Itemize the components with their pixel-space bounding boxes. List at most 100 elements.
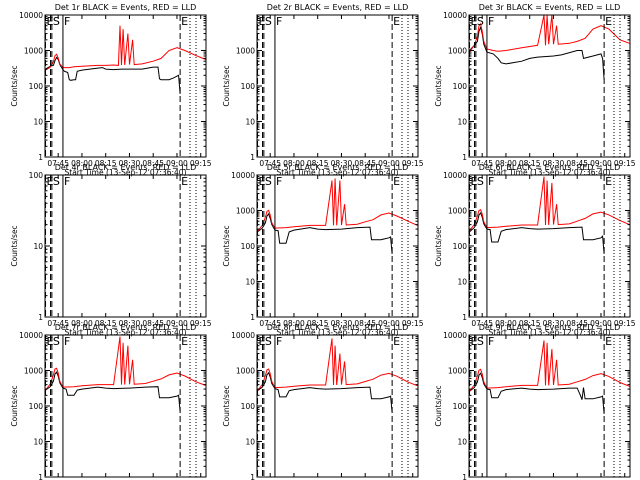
segment-marker-label: E (181, 335, 188, 348)
x-tick-label: 08:15 (95, 319, 117, 328)
segment-marker-label: E (471, 15, 478, 28)
plot-frame (256, 14, 419, 158)
plot-frame (468, 334, 631, 478)
y-tick-label: 100 (453, 82, 468, 91)
panel-title: Det 9r BLACK = Events, RED = LLD (479, 323, 621, 332)
y-tick-label: 10000 (443, 171, 467, 180)
y-tick-label: 10 (33, 438, 43, 447)
x-tick-label: 09:15 (190, 319, 212, 328)
y-tick-label: 1 (462, 153, 467, 162)
x-axis-label: Start Time (13-Sep-12 07:36:40) (489, 328, 611, 337)
series-group (257, 178, 418, 254)
panel-title: Det 7r BLACK = Events, RED = LLD (55, 323, 197, 332)
x-tick-label: 09:15 (402, 159, 424, 168)
segment-marker-label: F (64, 175, 70, 188)
series-group (469, 340, 630, 414)
y-tick-label: 100 (241, 242, 256, 251)
y-tick-label: 10000 (443, 331, 467, 340)
y-tick-label: 10 (33, 118, 43, 127)
x-tick-label: 08:15 (95, 159, 117, 168)
segment-marker-label: E (471, 335, 478, 348)
x-tick-label: 09:00 (378, 319, 400, 328)
x-tick-label: 09:00 (378, 159, 400, 168)
y-tick-label: 10 (457, 278, 467, 287)
x-tick-label: 07:45 (47, 159, 69, 168)
panel-title: Det 2r BLACK = Events, RED = LLD (267, 3, 409, 12)
segment-marker-label: S (53, 335, 60, 348)
series-line-lld-red (45, 25, 206, 71)
series-group (257, 338, 418, 413)
segment-marker-label: E (393, 15, 400, 28)
series-line-lld-red (469, 176, 630, 232)
series-line-lld-red (469, 15, 630, 53)
x-tick-label: 08:15 (307, 159, 329, 168)
x-tick-label: 09:00 (590, 159, 612, 168)
segment-marker-label: S (477, 15, 484, 28)
y-axis-label: Counts/sec (10, 385, 19, 426)
segment-marker-label: E (259, 15, 266, 28)
x-axis-label: Start Time (13-Sep-12 07:36:40) (277, 328, 399, 337)
series-line-lld-red (257, 178, 418, 232)
y-tick-label: 100 (453, 402, 468, 411)
x-tick-label: 07:45 (47, 319, 69, 328)
y-tick-label: 1000 (236, 367, 255, 376)
x-tick-label: 08:30 (119, 319, 141, 328)
y-tick-label: 10 (245, 118, 255, 127)
y-tick-label: 100 (453, 242, 468, 251)
x-tick-label: 08:45 (142, 319, 164, 328)
x-tick-label: 08:45 (566, 319, 588, 328)
segment-marker-label: F (276, 335, 282, 348)
x-tick-label: 09:15 (190, 159, 212, 168)
y-tick-label: 100 (29, 82, 44, 91)
segment-marker-label: E (605, 335, 612, 348)
y-tick-label: 1000 (236, 207, 255, 216)
plot-frame (468, 174, 631, 318)
x-tick-label: 08:00 (495, 159, 517, 168)
plot-frame (44, 14, 207, 158)
x-tick-label: 08:00 (283, 319, 305, 328)
segment-marker-label: F (64, 335, 70, 348)
segment-marker-label: E (47, 175, 54, 188)
panel-title: Det 6r BLACK = Events, RED = LLD (479, 163, 621, 172)
y-tick-label: 1 (38, 153, 43, 162)
segment-marker-label: E (605, 15, 612, 28)
y-tick-label: 1000 (448, 47, 467, 56)
y-tick-label: 10000 (231, 331, 255, 340)
y-tick-label: 100 (29, 402, 44, 411)
x-tick-label: 08:30 (331, 159, 353, 168)
x-tick-label: 08:45 (354, 319, 376, 328)
x-tick-label: 08:15 (307, 319, 329, 328)
segment-marker-label: E (181, 175, 188, 188)
x-axis-label: Start Time (13-Sep-12 07:36:40) (489, 168, 611, 177)
x-tick-label: 08:30 (543, 159, 565, 168)
plot-frame (256, 174, 419, 318)
x-tick-label: 08:00 (495, 319, 517, 328)
y-tick-label: 1 (462, 313, 467, 322)
segment-marker-label: F (64, 15, 70, 28)
segment-marker-label: E (47, 15, 54, 28)
x-tick-label: 08:00 (283, 159, 305, 168)
series-line-lld-red (45, 336, 206, 391)
y-tick-label: 1 (250, 473, 255, 480)
y-axis-label: Counts/sec (10, 225, 19, 266)
segment-marker-label: E (393, 335, 400, 348)
y-axis-label: Counts/sec (222, 385, 231, 426)
x-tick-label: 08:45 (566, 159, 588, 168)
series-group (469, 176, 630, 254)
y-tick-label: 100 (241, 402, 256, 411)
x-tick-label: 08:00 (71, 319, 93, 328)
y-tick-label: 1000 (448, 207, 467, 216)
y-axis-label: Counts/sec (222, 225, 231, 266)
series-group (469, 15, 630, 80)
panel-title: Det 3r BLACK = Events, RED = LLD (479, 3, 621, 12)
y-axis-label: Counts/sec (10, 65, 19, 106)
panel-title: Det 8r BLACK = Events, RED = LLD (267, 323, 409, 332)
series-line-events-black (45, 371, 181, 412)
series-line-events-black (257, 371, 393, 413)
x-axis-label: Start Time (13-Sep-12 07:36:40) (65, 168, 187, 177)
y-tick-label: 10000 (231, 171, 255, 180)
